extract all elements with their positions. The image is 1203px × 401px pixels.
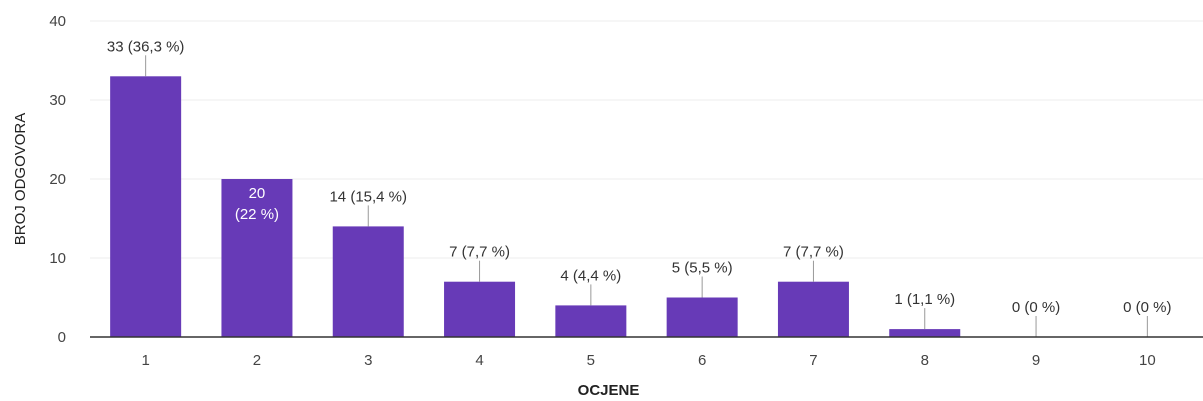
data-label: 1 (1,1 %) bbox=[894, 291, 955, 308]
y-tick-label: 10 bbox=[49, 250, 66, 267]
bar bbox=[555, 305, 627, 337]
x-tick-label: 1 bbox=[141, 352, 149, 369]
bars bbox=[110, 76, 961, 338]
bar bbox=[221, 179, 293, 337]
x-axis-ticks: 1 2 3 4 5 6 7 8 9 10 bbox=[141, 352, 1155, 369]
bar bbox=[332, 226, 404, 337]
x-tick-label: 9 bbox=[1032, 352, 1040, 369]
x-tick-label: 6 bbox=[698, 352, 706, 369]
label-leader-lines bbox=[145, 55, 1148, 337]
bar bbox=[777, 281, 849, 337]
data-labels: 33 (36,3 %) 20 (22 %) 14 (15,4 %) 7 (7,7 %) 4… bbox=[107, 38, 1172, 316]
bar bbox=[889, 329, 961, 337]
y-axis-title: BROJ ODGOVORA bbox=[12, 113, 29, 246]
y-tick-label: 0 bbox=[58, 329, 66, 346]
y-tick-label: 20 bbox=[49, 171, 66, 188]
x-tick-label: 2 bbox=[253, 352, 261, 369]
data-label: 33 (36,3 %) bbox=[107, 38, 185, 55]
data-label: (22 %) bbox=[235, 206, 279, 223]
x-axis-title: OCJENE bbox=[578, 382, 640, 399]
bar bbox=[110, 76, 182, 338]
data-label: 4 (4,4 %) bbox=[560, 267, 621, 284]
x-tick-label: 7 bbox=[809, 352, 817, 369]
x-tick-label: 8 bbox=[921, 352, 929, 369]
y-axis-ticks: 0 10 20 30 40 bbox=[49, 13, 66, 346]
bar bbox=[666, 297, 738, 337]
data-label: 0 (0 %) bbox=[1012, 299, 1060, 316]
data-label: 7 (7,7 %) bbox=[449, 244, 510, 261]
x-tick-label: 4 bbox=[475, 352, 483, 369]
bar bbox=[444, 281, 516, 337]
x-tick-label: 3 bbox=[364, 352, 372, 369]
x-tick-label: 10 bbox=[1139, 352, 1156, 369]
x-tick-label: 5 bbox=[587, 352, 595, 369]
y-tick-label: 40 bbox=[49, 13, 66, 30]
data-label: 5 (5,5 %) bbox=[672, 260, 733, 277]
data-label: 0 (0 %) bbox=[1123, 299, 1171, 316]
data-label: 20 bbox=[249, 185, 266, 202]
data-label: 7 (7,7 %) bbox=[783, 244, 844, 261]
y-tick-label: 30 bbox=[49, 92, 66, 109]
data-label: 14 (15,4 %) bbox=[329, 188, 407, 205]
